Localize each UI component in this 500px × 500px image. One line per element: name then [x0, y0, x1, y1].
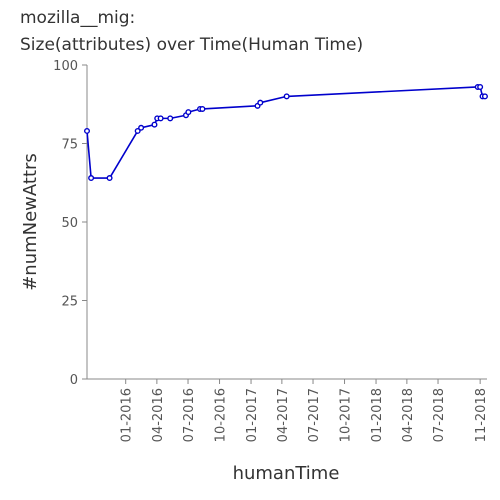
- y-tick-label: 100: [53, 59, 78, 74]
- x-tick-label: 10-2017: [339, 388, 354, 442]
- data-point: [151, 121, 158, 128]
- data-point: [88, 175, 95, 182]
- chart-title-line-2: Size(attributes) over Time(Human Time): [20, 35, 363, 55]
- data-point: [83, 127, 90, 134]
- data-point: [477, 83, 484, 90]
- data-point: [185, 109, 192, 116]
- x-tick-label: 10-2016: [214, 388, 229, 442]
- x-tick-label: 11-2018: [474, 388, 489, 442]
- x-tick-label: 04-2017: [276, 388, 291, 442]
- y-axis-title: #numNewAttrs: [20, 153, 41, 291]
- y-tick-label: 50: [61, 216, 78, 231]
- data-point: [167, 115, 174, 122]
- x-tick-label: 01-2018: [370, 388, 385, 442]
- x-tick-label: 07-2018: [432, 388, 447, 442]
- plot-area: 0 25 50 75 100 01-2016 04-2016 07-2016 10-2016 01…: [53, 59, 489, 442]
- x-tick-label: 01-2016: [120, 388, 135, 442]
- data-point: [138, 124, 145, 131]
- data-point: [106, 175, 113, 182]
- data-point: [157, 115, 164, 122]
- data-point: [199, 105, 206, 112]
- y-tick-label: 25: [61, 295, 78, 310]
- x-axis-title: humanTime: [233, 463, 340, 484]
- data-point: [134, 127, 141, 134]
- data-point: [283, 93, 290, 100]
- y-tick-label: 0: [70, 373, 78, 388]
- x-tick-label: 04-2018: [401, 388, 416, 442]
- y-tick-label: 75: [61, 138, 78, 153]
- data-point: [257, 99, 264, 106]
- series-line: [86, 86, 485, 179]
- x-tick-label: 01-2017: [245, 388, 260, 442]
- data-point: [481, 93, 488, 100]
- x-tick-label: 04-2016: [151, 388, 166, 442]
- chart-title-line-1: mozilla__mig:: [20, 8, 135, 28]
- x-tick-label: 07-2016: [182, 388, 197, 442]
- x-tick-label: 07-2017: [307, 388, 322, 442]
